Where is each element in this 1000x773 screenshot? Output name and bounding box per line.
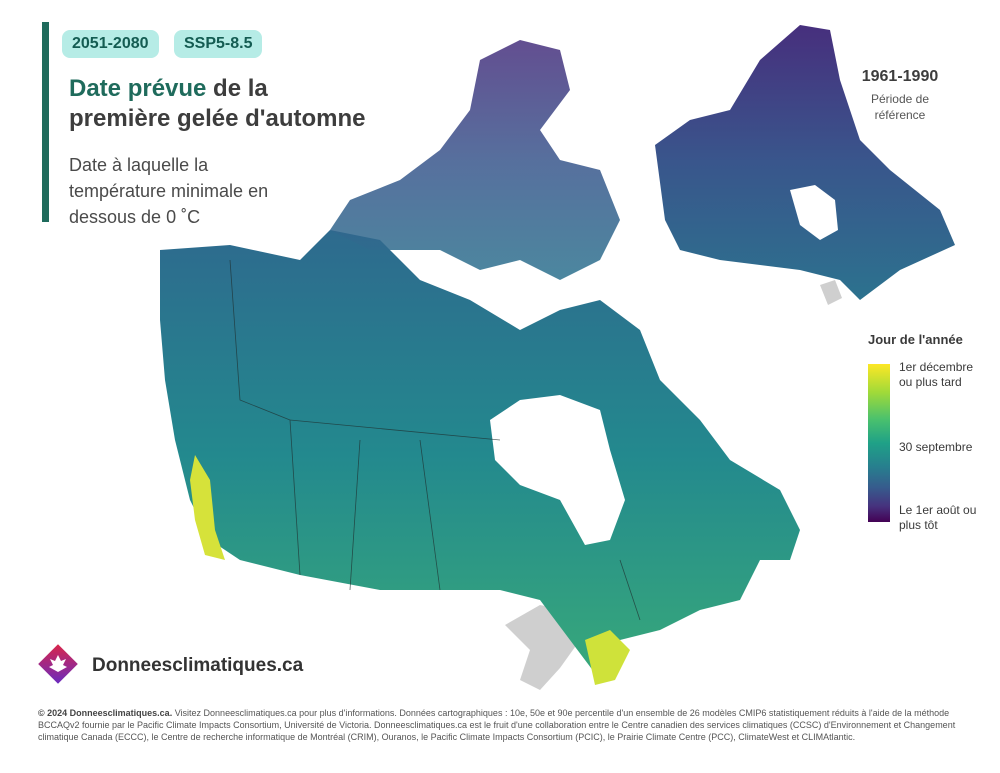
reference-map: [655, 25, 955, 300]
title-highlight: Date prévue: [69, 75, 207, 102]
credits-bold: © 2024 Donneesclimatiques.ca.: [38, 708, 173, 718]
legend-mid-label: 30 septembre: [899, 440, 973, 454]
canada-mainland: [160, 230, 800, 680]
page-title: Date prévue de la première gelée d'autom…: [69, 74, 389, 134]
reference-great-lakes: [820, 280, 842, 305]
hudson-bay: [490, 395, 625, 545]
scenario-badge: SSP5-8.5: [174, 30, 263, 58]
reference-title: 1961-1990: [861, 68, 939, 85]
arctic-islands: [330, 40, 620, 280]
legend-color-scale: [868, 364, 890, 522]
credits: © 2024 Donneesclimatiques.ca. Visitez Do…: [38, 707, 973, 743]
legend-top-label: 1er décembre ou plus tard: [899, 360, 974, 389]
reference-subtitle: Période de référence: [870, 92, 930, 122]
page-subtitle: Date à laquelle la température minimale …: [69, 155, 269, 227]
bc-coast-warm: [190, 455, 225, 560]
logo-icon: [38, 644, 78, 684]
title-line-2: première gelée d'automne: [69, 105, 366, 132]
accent-bar: [42, 22, 49, 222]
reference-hudson-bay: [790, 185, 838, 240]
title-rest: de la: [206, 75, 268, 102]
credits-text: Visitez Donneesclimatiques.ca pour plus …: [38, 708, 956, 742]
ontario-south-warm: [585, 630, 630, 685]
legend-bottom-label: Le 1er août ou plus tôt: [899, 503, 977, 532]
period-badge: 2051-2080: [62, 30, 159, 58]
footer-brand: Donneesclimatiques.ca: [92, 655, 304, 676]
legend-title: Jour de l'année: [868, 332, 963, 347]
